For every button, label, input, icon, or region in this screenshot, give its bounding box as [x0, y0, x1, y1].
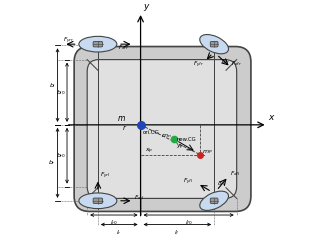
Text: $m_n$: $m_n$	[161, 132, 171, 140]
Text: $F_{xrl}$: $F_{xrl}$	[134, 194, 144, 202]
Ellipse shape	[200, 35, 228, 54]
Text: new.CG: new.CG	[176, 138, 196, 142]
Text: y: y	[143, 2, 148, 11]
FancyBboxPatch shape	[210, 198, 218, 204]
FancyBboxPatch shape	[93, 41, 103, 47]
FancyBboxPatch shape	[93, 198, 103, 204]
Text: $l_r$: $l_r$	[116, 228, 122, 237]
FancyBboxPatch shape	[210, 41, 218, 47]
Text: $l_{r0}$: $l_{r0}$	[110, 218, 118, 227]
Text: $b_{r0}$: $b_{r0}$	[56, 151, 66, 160]
Text: $b_r$: $b_r$	[48, 158, 56, 167]
FancyBboxPatch shape	[74, 47, 251, 211]
Text: $b_{l0}$: $b_{l0}$	[56, 88, 66, 97]
Text: $m$: $m$	[117, 114, 126, 123]
Text: $m_P$: $m_P$	[202, 148, 213, 156]
Ellipse shape	[79, 36, 117, 52]
Text: $F_{yrr}$: $F_{yrr}$	[63, 36, 75, 46]
Text: $F_{xfr}$: $F_{xfr}$	[231, 59, 242, 68]
Text: $r$: $r$	[122, 122, 127, 132]
Text: $F_{yfr}$: $F_{yfr}$	[193, 60, 204, 70]
Text: $y_p$: $y_p$	[176, 143, 185, 152]
Text: $F_{yfl}$: $F_{yfl}$	[183, 177, 194, 187]
Text: $F_{xfl}$: $F_{xfl}$	[230, 169, 240, 178]
Text: $x_p$: $x_p$	[145, 146, 154, 156]
Text: $l_f$: $l_f$	[174, 228, 180, 237]
Text: x: x	[269, 113, 274, 122]
Text: $l_{f0}$: $l_{f0}$	[185, 218, 193, 227]
Text: $F_{yrl}$: $F_{yrl}$	[100, 171, 111, 182]
Text: ori.CG: ori.CG	[143, 130, 160, 135]
FancyBboxPatch shape	[87, 60, 237, 198]
Text: $\delta_{fr}$: $\delta_{fr}$	[221, 57, 230, 66]
Text: $F_{xrr}$: $F_{xrr}$	[118, 43, 129, 52]
Text: $b_l$: $b_l$	[49, 81, 56, 90]
Ellipse shape	[200, 191, 228, 210]
Text: $\delta_{fl}$: $\delta_{fl}$	[217, 179, 225, 188]
Ellipse shape	[79, 193, 117, 208]
